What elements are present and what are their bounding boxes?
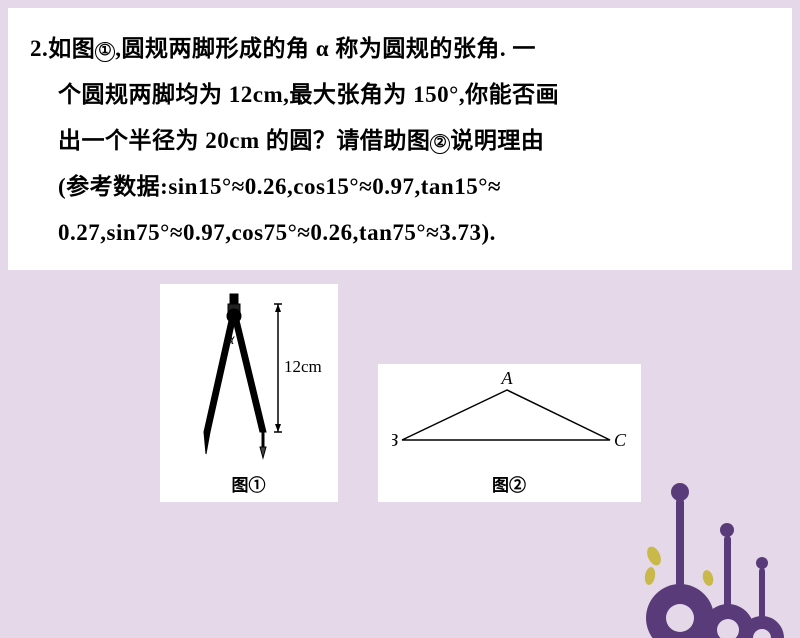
problem-text-panel: 2.如图①,圆规两脚形成的角 α 称为圆规的张角. 一 个圆规两脚均为 12cm… [8,8,792,270]
line1a: 如图 [48,36,95,61]
line1b: ,圆规两脚形成的角 α 称为圆规的张角. 一 [115,36,536,61]
circled-2: ② [430,134,450,154]
figure-2-box: A B C 图② [378,364,641,502]
line3a: 出一个半径为 20cm 的圆？请借助图 [58,128,430,153]
line2: 个圆规两脚均为 12cm,最大张角为 150°,你能否画 [30,72,770,118]
compass-svg: α 12cm [174,292,324,462]
figures-row: α 12cm 图① A B C 图② [0,284,800,502]
figure-1-caption: 图① [174,471,324,496]
figure-2-caption: 图② [392,471,627,496]
triangle-svg: A B C [392,372,627,462]
circled-1: ① [95,42,115,62]
problem-number: 2. [30,36,48,61]
line4: (参考数据:sin15°≈0.26,cos15°≈0.97,tan15°≈ [30,164,770,210]
alpha-label: α [226,331,235,348]
line5: 0.27,sin75°≈0.97,cos75°≈0.26,tan75°≈3.73… [30,210,770,256]
leg-length-label: 12cm [284,357,322,376]
figure-1-box: α 12cm 图① [160,284,338,502]
vertex-a-label: A [500,372,513,388]
vertex-b-label: B [392,430,398,450]
line3b: 说明理由 [450,128,544,153]
triangle-shape [402,390,610,440]
vertex-c-label: C [614,430,627,450]
problem-text: 2.如图①,圆规两脚形成的角 α 称为圆规的张角. 一 个圆规两脚均为 12cm… [30,26,770,256]
